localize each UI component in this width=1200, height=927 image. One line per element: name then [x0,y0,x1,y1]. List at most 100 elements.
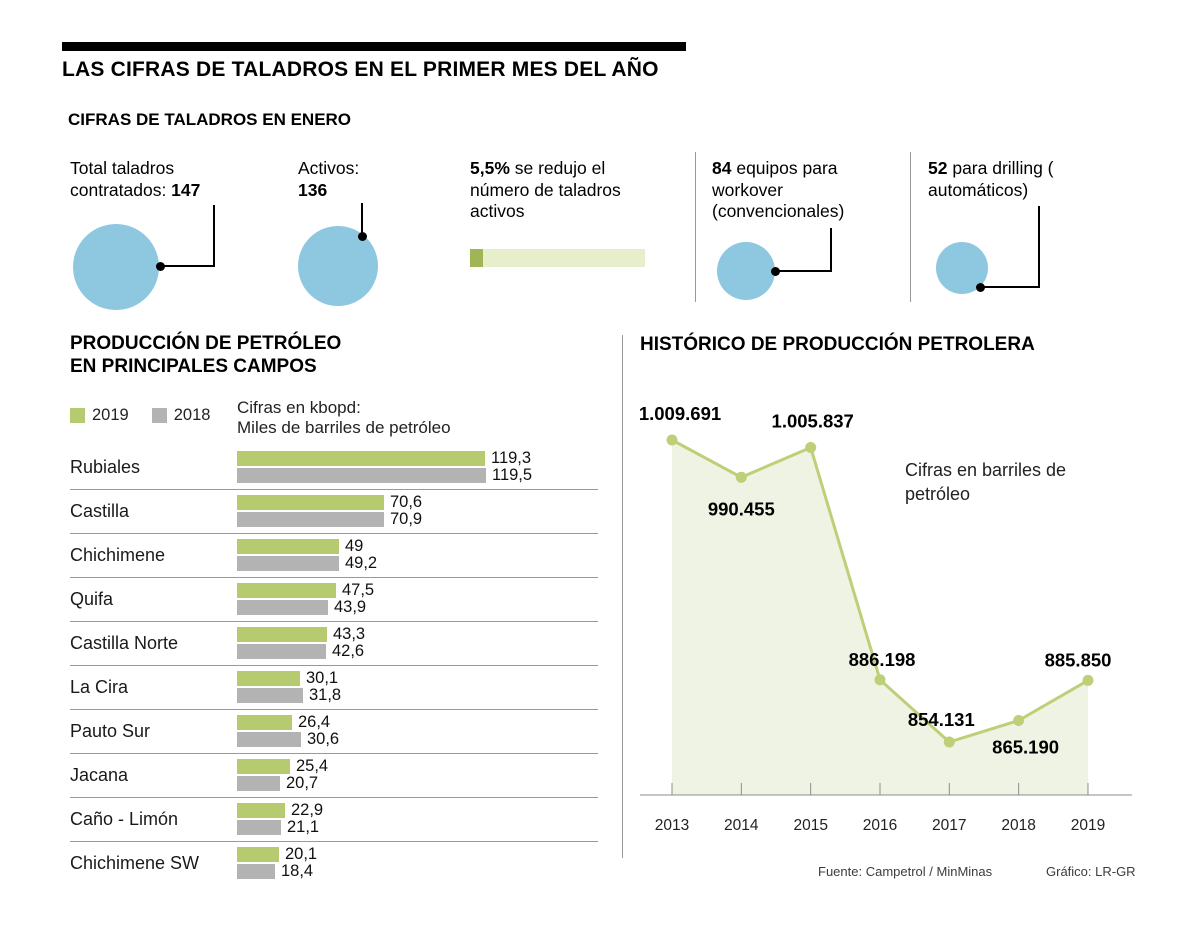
stat-label: equipos para workover (convencionales) [712,158,845,221]
bar-group-2019: 20,1 [237,845,317,864]
bar-group-2019: 49 [237,537,363,556]
bar-2019 [237,627,327,642]
bar-2018 [237,600,328,615]
top-rule [62,42,686,51]
bar-2019 [237,451,485,466]
bar-group-2018: 20,7 [237,774,318,793]
data-point [1013,715,1025,726]
bar-row: Castilla 70,6 70,9 [70,490,598,534]
bar-value-label: 43,3 [333,625,366,643]
bar-category-label: Caño - Limón [70,809,179,829]
data-point [735,471,747,483]
area-fill [672,440,1088,795]
bar-2018 [237,644,326,659]
bar-row: Rubiales 119,3 119,5 [70,446,598,490]
legend-label-2019: 2019 [92,406,129,424]
stat-text: 5,5% se redujo el número de taladros act… [470,158,650,223]
stats-divider [695,152,696,302]
bar-row: Caño - Limón 22,9 21,1 [70,798,598,842]
graphic-credit: Gráfico: LR-GR [1046,864,1136,879]
bar-chart-title: PRODUCCIÓN DE PETRÓLEO EN PRINCIPALES CA… [70,332,341,378]
main-title: LAS CIFRAS DE TALADROS EN EL PRIMER MES … [62,58,659,81]
data-point [805,442,817,453]
stat-text: Total taladros contratados: 147 [70,158,280,201]
stat-active: Activos: 136 [298,158,418,318]
stat-value: 136 [298,179,328,200]
stat-text: 84 equipos para workover (convencionales… [712,158,867,223]
legend-swatch-2018 [151,408,167,423]
bar-group-2018: 119,5 [237,466,532,485]
bar-group-2019: 119,3 [237,449,531,468]
reduction-progress-bar [470,249,645,267]
bar-value-label: 20,1 [285,845,318,863]
data-point [666,434,678,446]
point-value-label: 865.190 [992,737,1059,758]
bar-2019 [237,495,384,510]
bar-group-2019: 70,6 [237,493,422,512]
bar-row: Quifa 47,5 43,9 [70,578,598,622]
bar-2018 [237,776,280,791]
bar-group-2019: 43,3 [237,625,365,644]
stat-text: 52 para drilling ( automáticos) [928,158,1068,201]
bar-value-label: 49 [345,537,364,555]
rig-circle-icon [73,224,159,310]
stat-text: Activos: 136 [298,158,418,201]
connector-line [213,205,215,267]
reduction-bar-segment [470,249,483,267]
line-chart-title: HISTÓRICO DE PRODUCCIÓN PETROLERA [640,334,1035,355]
bar-value-label: 70,6 [390,493,423,511]
bar-2019 [237,715,292,730]
connector-line [980,286,1040,288]
connector-line [160,265,215,267]
bar-value-label: 18,4 [281,862,314,880]
year-label: 2015 [793,817,827,834]
point-value-label: 885.850 [1045,649,1112,670]
stat-value: 52 [928,158,948,178]
bar-category-label: La Cira [70,677,129,697]
source-credit: Fuente: Campetrol / MinMinas [818,864,993,879]
stat-workover: 84 equipos para workover (convencionales… [712,158,867,318]
stat-reduction: 5,5% se redujo el número de taladros act… [470,158,650,318]
bar-group-2019: 25,4 [237,757,328,776]
point-value-label: 886.198 [849,649,916,670]
bar-category-label: Chichimene [70,545,166,565]
bar-group-2018: 31,8 [237,686,341,705]
connector-line [775,270,832,272]
bar-value-label: 22,9 [291,801,324,819]
bar-2018 [237,732,301,747]
unit-note: Cifras en kbopd: Miles de barriles de pe… [237,398,451,438]
bar-group-2019: 22,9 [237,801,323,820]
bar-row: Pauto Sur 26,4 30,6 [70,710,598,754]
bar-group-2018: 30,6 [237,730,339,749]
bar-chart-title-line2: EN PRINCIPALES CAMPOS [70,356,317,377]
legend: 2019 2018 [70,406,210,425]
data-point [943,736,955,748]
bar-value-label: 31,8 [309,686,342,704]
year-label: 2017 [932,817,966,834]
bar-value-label: 70,9 [390,510,423,528]
bar-value-label: 30,1 [306,669,339,687]
point-value-label: 1.009.691 [639,403,721,424]
bar-2018 [237,864,275,879]
bar-category-label: Quifa [70,589,114,609]
stat-value: 5,5% [470,158,510,178]
bar-value-label: 21,1 [287,818,320,836]
bar-row: Chichimene SW 20,1 18,4 [70,842,598,886]
rig-circle-icon [717,242,775,300]
stat-total-contracted: Total taladros contratados: 147 [70,158,280,318]
year-label: 2014 [724,817,759,834]
bar-value-label: 42,6 [332,642,365,660]
bar-category-label: Rubiales [70,457,141,477]
data-point [1082,674,1094,686]
bar-category-label: Chichimene SW [70,853,200,873]
year-label: 2013 [655,817,689,834]
bar-2019 [237,759,290,774]
bar-2019 [237,539,339,554]
point-value-label: 854.131 [908,709,975,730]
bar-group-2018: 49,2 [237,554,377,573]
bar-value-label: 119,5 [492,466,533,484]
bar-value-label: 119,3 [491,449,532,467]
connector-line [361,203,363,236]
bar-2019 [237,847,279,862]
